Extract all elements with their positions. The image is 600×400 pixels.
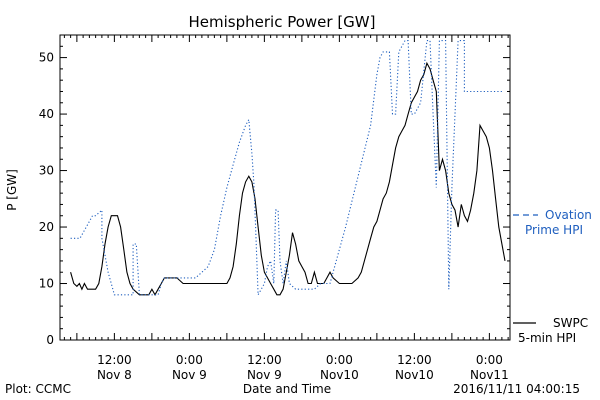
chart-title: Hemispheric Power [GW] xyxy=(189,13,376,31)
footer-timestamp: 2016/11/11 04:00:15 xyxy=(453,382,580,396)
x-tick-time-label: 0:00 xyxy=(176,353,203,367)
y-tick-label: 40 xyxy=(39,107,54,121)
series-line-swpc xyxy=(70,61,506,296)
x-tick-date-label: Nov10 xyxy=(395,368,434,382)
x-tick-date-label: Nov11 xyxy=(470,368,509,382)
y-tick-label: 0 xyxy=(46,333,54,347)
y-axis-label: P [GW] xyxy=(5,169,19,211)
plot-frame xyxy=(59,34,511,341)
legend: Ovation Prime HPI SWPC 5-min HPI xyxy=(513,208,592,345)
x-tick-time-label: 12:00 xyxy=(397,353,432,367)
x-tick-time-label: 12:00 xyxy=(247,353,282,367)
y-tick-label: 10 xyxy=(39,277,54,291)
legend-swpc-label-line1: SWPC xyxy=(553,316,588,330)
x-tick-time-label: 0:00 xyxy=(326,353,353,367)
x-tick-date-label: Nov 9 xyxy=(172,368,207,382)
footer-plot-source: Plot: CCMC xyxy=(5,382,71,396)
y-tick-label: 20 xyxy=(39,220,54,234)
x-tick-date-label: Nov10 xyxy=(320,368,359,382)
legend-swpc-label-line2: 5-min HPI xyxy=(518,331,576,345)
x-tick-date-label: Nov 9 xyxy=(247,368,282,382)
x-tick-time-label: 12:00 xyxy=(97,353,132,367)
legend-ovation-label-line2: Prime HPI xyxy=(525,223,583,237)
x-tick-date-label: Nov 8 xyxy=(97,368,132,382)
y-tick-label: 50 xyxy=(39,51,54,65)
data-series xyxy=(70,40,506,297)
series-line-ovation-prime xyxy=(70,40,502,297)
y-tick-label: 30 xyxy=(39,164,54,178)
x-tick-time-label: 0:00 xyxy=(476,353,503,367)
x-axis-label: Date and Time xyxy=(243,382,331,396)
legend-ovation-label-line1: Ovation xyxy=(545,208,592,222)
